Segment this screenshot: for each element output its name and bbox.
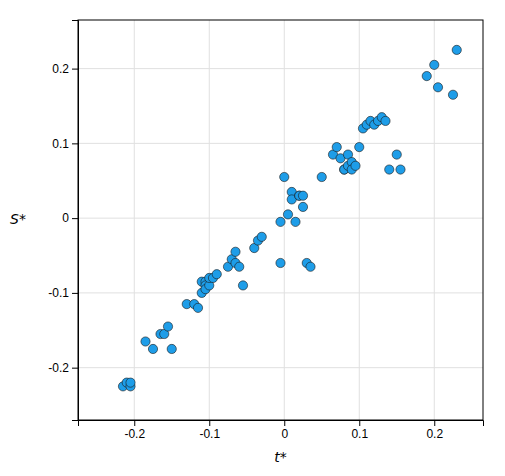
point — [452, 45, 461, 54]
x-tick: 0 — [281, 420, 288, 441]
point — [141, 337, 150, 346]
point — [238, 281, 247, 290]
point — [163, 322, 172, 331]
y-tick: 0.2 — [52, 62, 78, 76]
y-tick: 0 — [62, 211, 78, 225]
y-tick-label: 0.2 — [52, 62, 69, 76]
point — [231, 247, 240, 256]
grid-line-y — [78, 143, 483, 144]
point — [430, 60, 439, 69]
y-tick-label: 0.1 — [52, 137, 69, 151]
x-axis: -0.2 -0.1 0 0.1 0.2 — [79, 420, 484, 441]
x-tick-label: 0.2 — [426, 427, 443, 441]
y-tick-label: -0.2 — [48, 361, 69, 375]
chart: -0.2 -0.1 0 0.1 0.2 -0.2 -0.1 0 0.1 0.2 t* S* — [0, 0, 505, 476]
x-tick: 0.2 — [426, 420, 443, 441]
point — [257, 232, 266, 241]
point — [212, 270, 221, 279]
x-tick-mark — [134, 420, 135, 426]
point — [291, 217, 300, 226]
x-tick: -0.2 — [124, 420, 145, 441]
point — [381, 116, 390, 125]
point — [448, 90, 457, 99]
y-tick-mark — [72, 69, 78, 70]
y-axis-line — [72, 21, 79, 421]
point — [433, 83, 442, 92]
plot-frame — [78, 20, 483, 420]
grid-line-y — [78, 367, 483, 368]
x-tick-label: -0.1 — [199, 427, 220, 441]
points — [118, 45, 461, 391]
grid-line-x — [134, 20, 135, 420]
point — [306, 262, 315, 271]
y-axis-label: S* — [10, 211, 26, 227]
grid-line-x — [209, 20, 210, 420]
x-tick-label: -0.2 — [124, 427, 145, 441]
x-tick-mark — [284, 420, 285, 426]
grid-line-x — [434, 20, 435, 420]
x-tick-mark — [209, 420, 210, 426]
grid — [78, 20, 483, 420]
point — [276, 258, 285, 267]
x-tick: 0.1 — [351, 420, 368, 441]
y-tick-label: -0.1 — [48, 286, 69, 300]
y-tick-mark — [72, 143, 78, 144]
y-tick: -0.1 — [48, 286, 78, 300]
point — [355, 143, 364, 152]
point — [276, 217, 285, 226]
x-axis-line — [79, 421, 484, 427]
point — [167, 344, 176, 353]
point — [283, 210, 292, 219]
point — [351, 161, 360, 170]
point — [235, 262, 244, 271]
x-tick-mark — [434, 420, 435, 426]
x-tick-label: 0 — [281, 427, 288, 441]
point — [317, 172, 326, 181]
y-tick-mark — [72, 293, 78, 294]
grid-line-y — [78, 68, 483, 69]
point — [298, 191, 307, 200]
point — [392, 150, 401, 159]
point — [126, 378, 135, 387]
y-tick-label: 0 — [62, 211, 69, 225]
y-axis: -0.2 -0.1 0 0.1 0.2 — [48, 21, 78, 421]
grid-line-x — [359, 20, 360, 420]
y-tick: 0.1 — [52, 137, 78, 151]
y-tick-mark — [72, 368, 78, 369]
x-tick-mark — [359, 420, 360, 426]
x-tick-label: 0.1 — [351, 427, 368, 441]
point — [280, 172, 289, 181]
grid-line-y — [78, 292, 483, 293]
point — [193, 303, 202, 312]
y-tick-mark — [72, 218, 78, 219]
y-tick: -0.2 — [48, 361, 78, 375]
plot: -0.2 -0.1 0 0.1 0.2 -0.2 -0.1 0 0.1 0.2 — [48, 20, 483, 441]
point — [332, 143, 341, 152]
x-tick: -0.1 — [199, 420, 220, 441]
point — [298, 202, 307, 211]
point — [396, 165, 405, 174]
point — [422, 71, 431, 80]
point — [385, 165, 394, 174]
point — [148, 344, 157, 353]
x-axis-label: t* — [274, 449, 287, 465]
